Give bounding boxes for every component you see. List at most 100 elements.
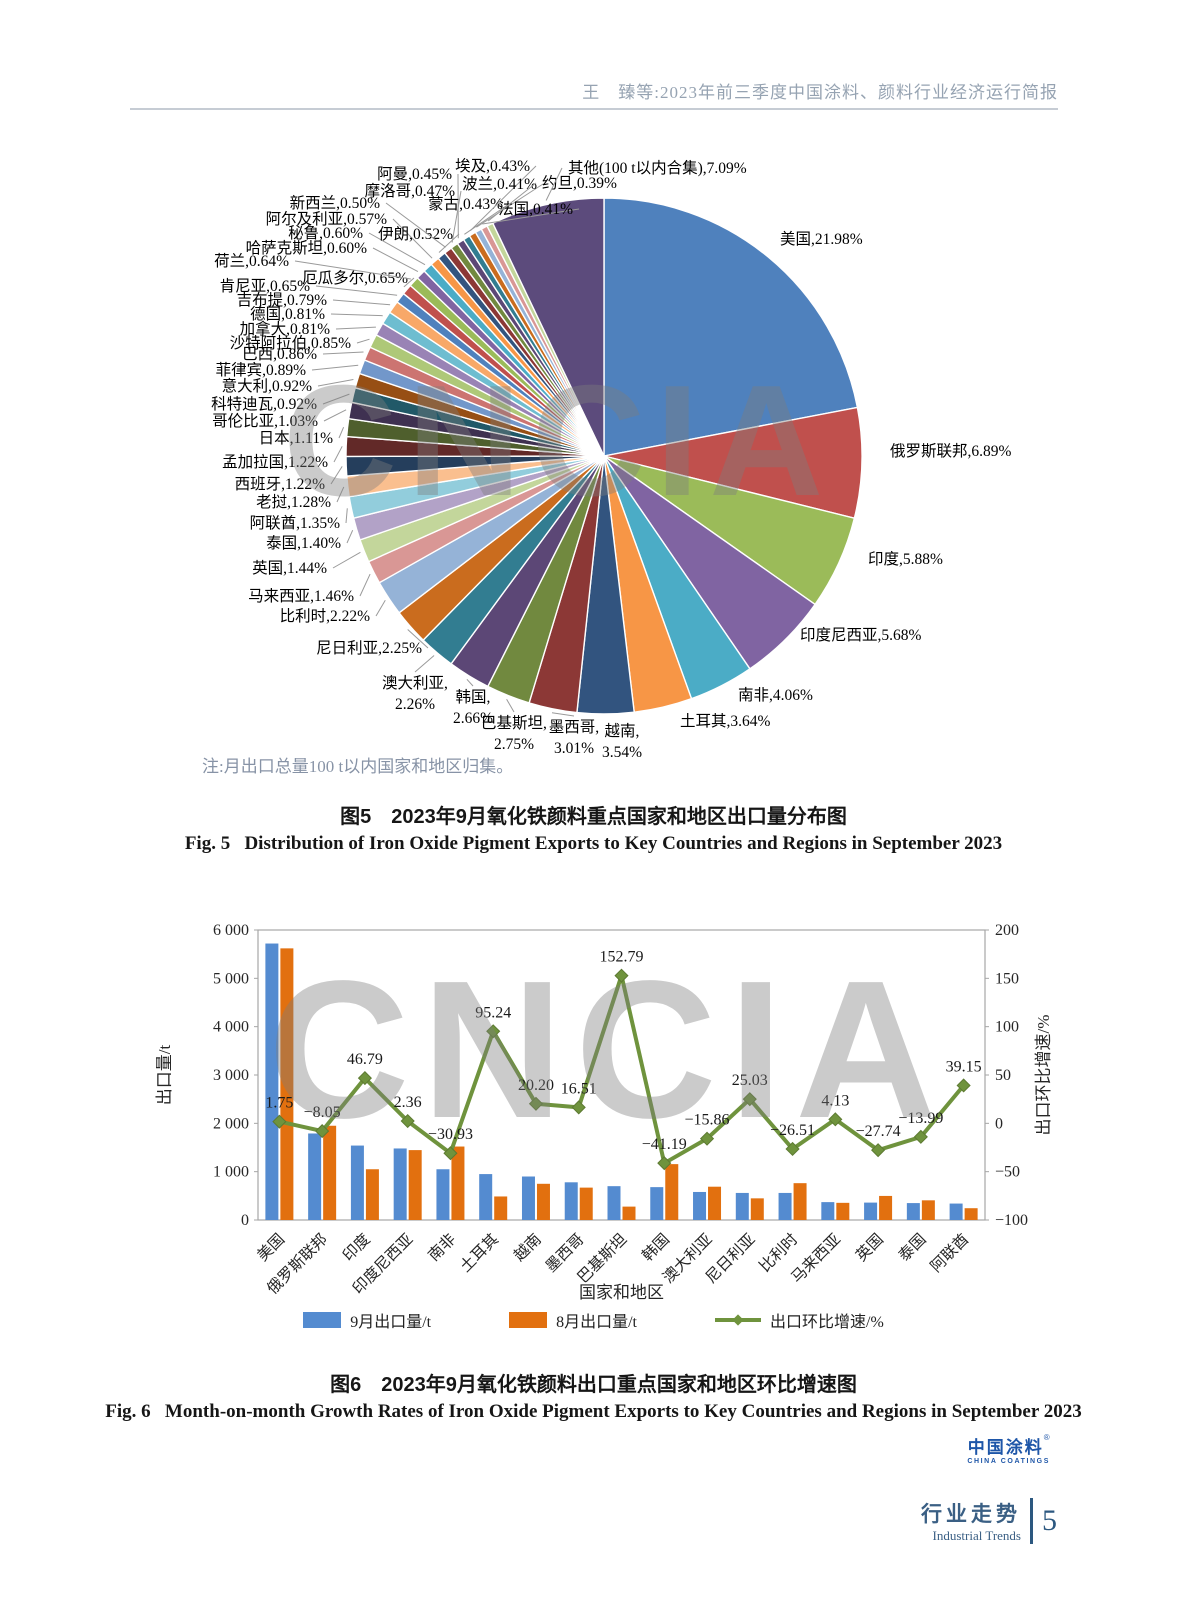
leader-line bbox=[332, 551, 361, 569]
x-axis-title: 国家和地区 bbox=[579, 1283, 664, 1302]
bar-august bbox=[921, 1200, 935, 1220]
pie-label: 菲律宾,0.89% bbox=[216, 361, 307, 379]
leader-line bbox=[506, 698, 515, 713]
pie-label: 阿尔及利亚,0.57% bbox=[266, 210, 388, 228]
bar-september bbox=[949, 1203, 963, 1220]
pie-label: 俄罗斯联邦,6.89% bbox=[890, 442, 1012, 460]
growth-marker bbox=[357, 1071, 372, 1086]
left-axis-tick-label: 3 000 bbox=[213, 1067, 249, 1084]
pie-label: 巴西,0.86% bbox=[242, 346, 317, 363]
growth-value-label: 95.24 bbox=[475, 1004, 511, 1021]
legend-swatch-icon bbox=[303, 1312, 342, 1328]
growth-marker bbox=[871, 1143, 886, 1158]
logo-text-en: CHINA COATINGS bbox=[967, 1458, 1050, 1465]
pie-slice bbox=[603, 406, 863, 520]
leader-line bbox=[346, 529, 354, 544]
growth-value-label: −26.51 bbox=[770, 1122, 815, 1139]
leader-line bbox=[322, 393, 350, 405]
growth-value-label: −41.19 bbox=[642, 1136, 687, 1153]
leader-line bbox=[545, 167, 563, 201]
bar-september bbox=[693, 1191, 707, 1220]
pie-label: 意大利,0.92% bbox=[222, 376, 313, 395]
pie-label: 科特迪瓦,0.92% bbox=[211, 395, 317, 413]
footer-section-title: 行业走势 Industrial Trends bbox=[921, 1498, 1021, 1544]
pie-label: 老挝,1.28% bbox=[256, 493, 331, 511]
leader-line bbox=[482, 208, 580, 225]
right-axis-tick-label: −50 bbox=[995, 1164, 1020, 1181]
growth-marker bbox=[828, 1112, 843, 1127]
leader-line bbox=[466, 678, 474, 687]
leader-line bbox=[359, 573, 371, 597]
right-axis-tick-label: −100 bbox=[995, 1212, 1028, 1229]
bar-august bbox=[365, 1169, 379, 1220]
bar-september bbox=[265, 943, 279, 1220]
page-header-title: 王 臻等:2023年前三季度中国涂料、颜料行业经济运行简报 bbox=[582, 83, 1058, 102]
bar-september bbox=[436, 1169, 450, 1220]
legend-label: 9月出口量/t bbox=[350, 1314, 432, 1331]
fig5-caption-en: Fig. 5 Distribution of Iron Oxide Pigmen… bbox=[184, 833, 1003, 854]
section-title-cn: 行业走势 bbox=[921, 1503, 1021, 1526]
pie-label: 新西兰,0.50% bbox=[290, 194, 381, 212]
leader-line bbox=[332, 299, 391, 306]
leader-line bbox=[322, 351, 364, 355]
leader-line bbox=[330, 313, 383, 317]
left-axis-tick-label: 0 bbox=[241, 1212, 249, 1229]
legend-item: 8月出口量/t bbox=[509, 1308, 637, 1332]
bar-august bbox=[494, 1196, 508, 1220]
pie-label: 蒙古,0.43% bbox=[428, 195, 503, 213]
leader-line bbox=[311, 364, 359, 371]
leader-line bbox=[375, 600, 386, 617]
bar-september bbox=[607, 1186, 621, 1220]
leader-line bbox=[407, 629, 429, 649]
bar-september bbox=[564, 1182, 578, 1220]
bar-september bbox=[350, 1145, 364, 1220]
pie-label: 越南, 3.54% bbox=[602, 722, 642, 761]
footer-divider bbox=[1030, 1498, 1033, 1544]
bar-august bbox=[879, 1195, 893, 1220]
bar-september bbox=[521, 1176, 535, 1220]
pie-slice bbox=[603, 197, 859, 457]
right-axis-tick-label: 50 bbox=[995, 1067, 1011, 1084]
left-axis-title: 出口量/t bbox=[155, 1045, 174, 1106]
growth-marker bbox=[400, 1113, 415, 1129]
pie-label: 巴基斯坦, 2.75% bbox=[481, 714, 547, 753]
leader-line bbox=[451, 190, 462, 243]
leader-line bbox=[315, 285, 398, 296]
pie-label: 韩国, 2.66% bbox=[453, 688, 493, 727]
bar-september bbox=[735, 1192, 749, 1220]
leader-line bbox=[470, 165, 537, 231]
pie-label: 沙特阿拉伯,0.85% bbox=[230, 334, 352, 352]
bar-august bbox=[451, 1146, 465, 1220]
growth-value-label: 20.20 bbox=[518, 1077, 554, 1094]
leader-line bbox=[403, 277, 415, 288]
bar-august bbox=[836, 1202, 850, 1220]
growth-marker bbox=[443, 1146, 458, 1161]
growth-marker bbox=[785, 1141, 800, 1157]
pie-label: 印度,5.88% bbox=[868, 550, 943, 568]
growth-value-label: −27.74 bbox=[856, 1123, 901, 1140]
leader-line bbox=[392, 218, 433, 259]
pie-label: 南非,4.06% bbox=[738, 686, 813, 704]
legend-swatch-icon bbox=[509, 1312, 548, 1328]
china-coatings-logo: 中国涂料® CHINA COATINGS bbox=[967, 1433, 1050, 1465]
bar-september bbox=[864, 1202, 878, 1220]
leader-line bbox=[294, 260, 411, 280]
bar-september bbox=[906, 1203, 920, 1220]
right-axis-tick-label: 100 bbox=[995, 1019, 1019, 1036]
growth-marker bbox=[486, 1024, 501, 1039]
growth-value-label: 25.03 bbox=[732, 1072, 768, 1089]
leader-line bbox=[333, 446, 343, 463]
growth-marker bbox=[699, 1131, 715, 1146]
left-axis-tick-label: 6 000 bbox=[213, 922, 249, 939]
bar-august bbox=[536, 1183, 550, 1220]
growth-marker bbox=[956, 1078, 971, 1093]
legend-item: 出口环比增速/% bbox=[715, 1308, 884, 1332]
bar-august bbox=[622, 1206, 636, 1220]
pie-label: 哈萨克斯坦,0.60% bbox=[246, 239, 368, 257]
growth-value-label: 16.51 bbox=[561, 1080, 597, 1097]
growth-value-label: 4.13 bbox=[821, 1092, 849, 1109]
bar-august bbox=[323, 1125, 337, 1220]
growth-marker bbox=[657, 1156, 672, 1171]
